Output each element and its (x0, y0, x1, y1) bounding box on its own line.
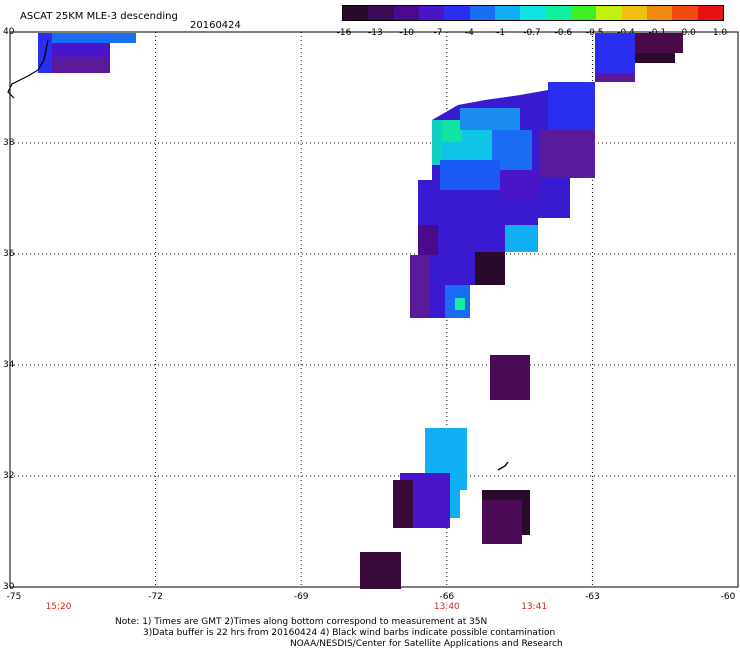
coastline (7, 39, 49, 99)
swath-cell (418, 225, 438, 255)
colorbar-tick-label: -13 (367, 28, 383, 38)
colorbar-swatch (570, 6, 597, 20)
colorbar-swatch (494, 6, 521, 20)
longitude-label: -63 (585, 592, 600, 602)
colorbar-swatch (545, 6, 571, 20)
swath-cell (635, 33, 683, 53)
swath-cell (475, 252, 505, 285)
colorbar-tick-label: -0.6 (554, 28, 573, 38)
pass-time-label: 13:41 (521, 602, 548, 612)
swath-cell (440, 160, 500, 190)
colorbar-swatch (393, 6, 419, 20)
swath-cell (450, 490, 460, 518)
colorbar-tick-label: -1 (496, 28, 506, 38)
latitude-label: 36 (3, 249, 15, 259)
note-line-1: Note: 1) Times are GMT 2)Times along bot… (115, 617, 488, 627)
colorbar-swatch (596, 6, 622, 20)
product-date: 20160424 (190, 20, 241, 31)
swath-cell (410, 255, 430, 317)
wind-data-swaths (7, 33, 683, 589)
latitude-label: 32 (3, 471, 15, 481)
colorbar-swatch (621, 6, 647, 20)
swath-cell (393, 480, 413, 528)
colorbar-tick-label: -16 (336, 28, 352, 38)
colorbar-swatch (469, 6, 495, 20)
gridlines (10, 32, 738, 587)
swath-cell (38, 57, 110, 73)
colorbar-tick-label: -0.7 (523, 28, 541, 38)
swath-cell (548, 82, 595, 132)
latitude-label: 40 (3, 27, 15, 37)
note-line-2: 3)Data buffer is 22 hrs from 20160424 4)… (143, 628, 556, 638)
colorbar-swatch (697, 6, 723, 20)
longitude-label: -60 (720, 592, 736, 602)
longitude-label: -69 (293, 592, 309, 602)
longitude-label: -72 (148, 592, 163, 602)
colorbar-swatch (368, 6, 394, 20)
swath-cell (500, 170, 540, 200)
plot-frame (9, 31, 739, 588)
product-title: ASCAT 25KM MLE-3 descending (20, 11, 178, 22)
latitude-label: 30 (3, 582, 15, 592)
colorbar-swatch (646, 6, 673, 20)
swath-cell (38, 43, 110, 57)
colorbar-tick-label: -4 (464, 28, 474, 38)
colorbar-tick-label: -7 (433, 28, 443, 38)
colorbar-swatch (520, 6, 546, 20)
pass-time-label: 13:40 (433, 602, 460, 612)
colorbar-swatch (672, 6, 698, 20)
swath-cell (432, 120, 442, 165)
swath-cell (360, 552, 401, 589)
swath-cell (635, 53, 675, 63)
latitude-label: 34 (3, 360, 15, 370)
colorbar-tick-label: -10 (399, 28, 415, 38)
swath-cell (442, 120, 462, 142)
colorbar-swatch (444, 6, 470, 20)
pass-time-label: 15:20 (45, 602, 72, 612)
longitude-label: -66 (439, 592, 455, 602)
latitude-label: 38 (3, 138, 15, 148)
swath-cell (38, 33, 136, 43)
longitude-label: -75 (6, 592, 22, 602)
swath-cell (455, 298, 465, 310)
swath-cell (460, 108, 520, 130)
swath-cell (595, 33, 635, 73)
colorbar-tick-label: 1.0 (712, 28, 728, 38)
colorbar-tick-label: 0.0 (681, 28, 696, 38)
colorbar-tick-label: -0.5 (585, 28, 604, 38)
colorbar (342, 5, 724, 21)
colorbar-swatch (343, 6, 369, 20)
island-outline (497, 461, 509, 471)
colorbar-swatch (418, 6, 445, 20)
swath-cell (490, 355, 530, 400)
swath-cell (595, 73, 635, 82)
swath-cell (540, 130, 595, 178)
swath-cell (482, 500, 522, 544)
swath-cell (505, 225, 538, 252)
note-line-3: NOAA/NESDIS/Center for Satellite Applica… (290, 639, 563, 649)
